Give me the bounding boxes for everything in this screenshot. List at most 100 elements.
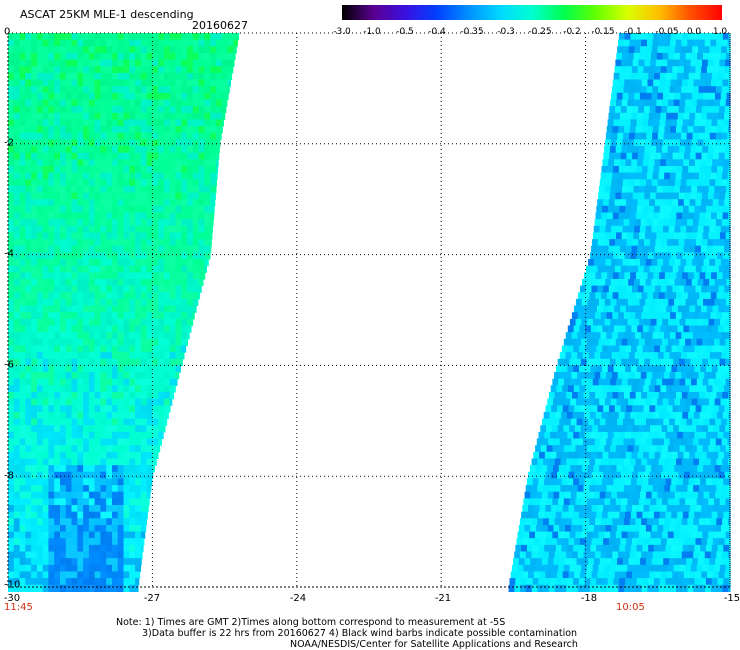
swath-cell	[718, 199, 725, 207]
swath-cell	[605, 418, 612, 426]
swath-cell	[626, 59, 634, 67]
swath-cell	[615, 564, 623, 572]
swath-cell	[164, 166, 171, 174]
swath-cell	[60, 398, 67, 406]
swath-cell	[8, 558, 15, 566]
swath-cell	[88, 578, 96, 586]
swath-cell	[722, 272, 729, 280]
swath-cell	[36, 106, 44, 114]
swath-cell	[618, 411, 626, 420]
swath-cell	[42, 126, 50, 134]
swath-cell	[13, 525, 21, 533]
swath-cell	[729, 385, 731, 393]
swath-cell	[614, 305, 621, 313]
swath-cell	[628, 179, 636, 187]
swath-cell	[42, 338, 50, 346]
swath-cell	[696, 232, 704, 240]
swath-cell	[614, 152, 622, 160]
swath-cell	[88, 465, 96, 473]
swath-cell	[655, 571, 662, 579]
swath-cell	[88, 52, 96, 61]
swath-cell	[669, 438, 676, 446]
swath-cell	[215, 106, 223, 114]
swath-cell	[666, 285, 673, 293]
swath-cell	[42, 505, 50, 513]
swath-cell	[77, 392, 84, 400]
swath-cell	[135, 431, 142, 440]
swath-cell	[83, 518, 90, 526]
swath-cell	[13, 305, 21, 313]
swath-cell	[650, 445, 657, 453]
swath-cell	[175, 378, 178, 386]
swath-cell	[654, 159, 661, 167]
swath-cell	[48, 405, 55, 413]
swath-cell	[690, 239, 697, 247]
swath-cell	[100, 498, 107, 506]
swath-cell	[578, 544, 586, 553]
swath-cell	[588, 558, 595, 566]
swath-cell	[140, 372, 148, 380]
swath-cell	[592, 378, 600, 386]
swath-cell	[54, 352, 61, 360]
swath-cell	[25, 312, 32, 320]
swath-cell	[636, 511, 643, 519]
swath-cell	[158, 292, 165, 300]
swath-cell	[665, 72, 672, 81]
swath-cell	[48, 325, 55, 333]
swath-cell	[71, 385, 78, 393]
swath-cell	[700, 245, 708, 253]
swath-cell	[152, 385, 159, 393]
swath-cell	[48, 59, 55, 67]
swath-cell	[129, 558, 136, 566]
swath-cell	[19, 418, 26, 426]
swath-cell	[106, 59, 113, 67]
swath-cell	[181, 46, 188, 54]
swath-cell	[554, 485, 561, 493]
swath-cell	[187, 146, 194, 154]
swath-cell	[8, 411, 15, 420]
swath-cell	[719, 338, 727, 346]
swath-cell	[562, 505, 570, 513]
swath-cell	[647, 292, 654, 300]
swath-cell	[42, 438, 50, 446]
swath-cell	[123, 185, 130, 194]
swath-cell	[135, 458, 142, 466]
swath-cell	[660, 66, 668, 74]
swath-cell	[60, 352, 67, 360]
swath-cell	[175, 305, 182, 313]
swath-cell	[674, 92, 681, 100]
swath-cell	[123, 498, 130, 506]
swath-cell	[8, 451, 15, 459]
swath-cell	[669, 219, 677, 227]
swath-cell	[140, 398, 148, 406]
swath-cell	[13, 544, 21, 553]
swath-cell	[31, 564, 38, 572]
swath-cell	[112, 146, 119, 154]
swath-cell	[106, 192, 113, 200]
swath-cell	[117, 431, 125, 440]
swath-cell	[106, 571, 113, 579]
swath-cell	[181, 292, 188, 300]
swath-cell	[42, 531, 50, 539]
swath-cell	[649, 538, 656, 546]
swath-cell	[65, 578, 73, 586]
swath-cell	[568, 451, 575, 459]
swath-cell	[146, 279, 153, 287]
swath-cell	[643, 571, 650, 579]
swath-cell	[100, 219, 107, 227]
swath-cell	[77, 318, 84, 327]
swath-cell	[720, 139, 727, 147]
swath-cell	[31, 538, 38, 546]
swath-cell	[117, 405, 125, 413]
swath-cell	[728, 79, 731, 87]
swath-cell	[152, 425, 159, 433]
swath-cell	[48, 265, 55, 273]
swath-cell	[583, 518, 590, 526]
swath-cell	[702, 425, 709, 433]
swath-cell	[716, 212, 724, 220]
swath-cell	[630, 365, 638, 373]
swath-cell	[653, 33, 660, 41]
swath-cell	[691, 298, 698, 307]
swath-cell	[123, 239, 130, 247]
swath-cell	[638, 106, 645, 114]
